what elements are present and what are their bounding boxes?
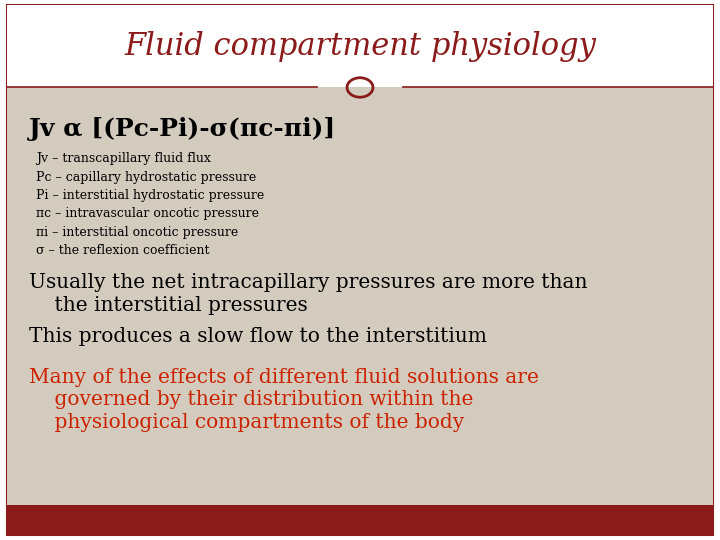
Text: σ – the reflexion coefficient: σ – the reflexion coefficient [36,244,210,257]
Bar [7,5,713,87]
Text: Fluid compartment physiology: Fluid compartment physiology [124,31,596,62]
Text: Pc – capillary hydrostatic pressure: Pc – capillary hydrostatic pressure [36,171,256,184]
Text: Usually the net intracapillary pressures are more than
    the interstitial pres: Usually the net intracapillary pressures… [29,273,588,315]
Text: Jv – transcapillary fluid flux: Jv – transcapillary fluid flux [36,152,211,165]
Text: πi – interstitial oncotic pressure: πi – interstitial oncotic pressure [36,226,238,239]
Text: Jv α [(Pc-Pi)-σ(πc-πi)]: Jv α [(Pc-Pi)-σ(πc-πi)] [29,117,336,141]
Text: Pi – interstitial hydrostatic pressure: Pi – interstitial hydrostatic pressure [36,189,264,202]
Bar [7,505,713,535]
Bar [7,87,713,505]
Text: This produces a slow flow to the interstitium: This produces a slow flow to the interst… [29,327,487,346]
Text: πc – intravascular oncotic pressure: πc – intravascular oncotic pressure [36,207,259,220]
Text: Many of the effects of different fluid solutions are
    governed by their distr: Many of the effects of different fluid s… [29,368,539,432]
